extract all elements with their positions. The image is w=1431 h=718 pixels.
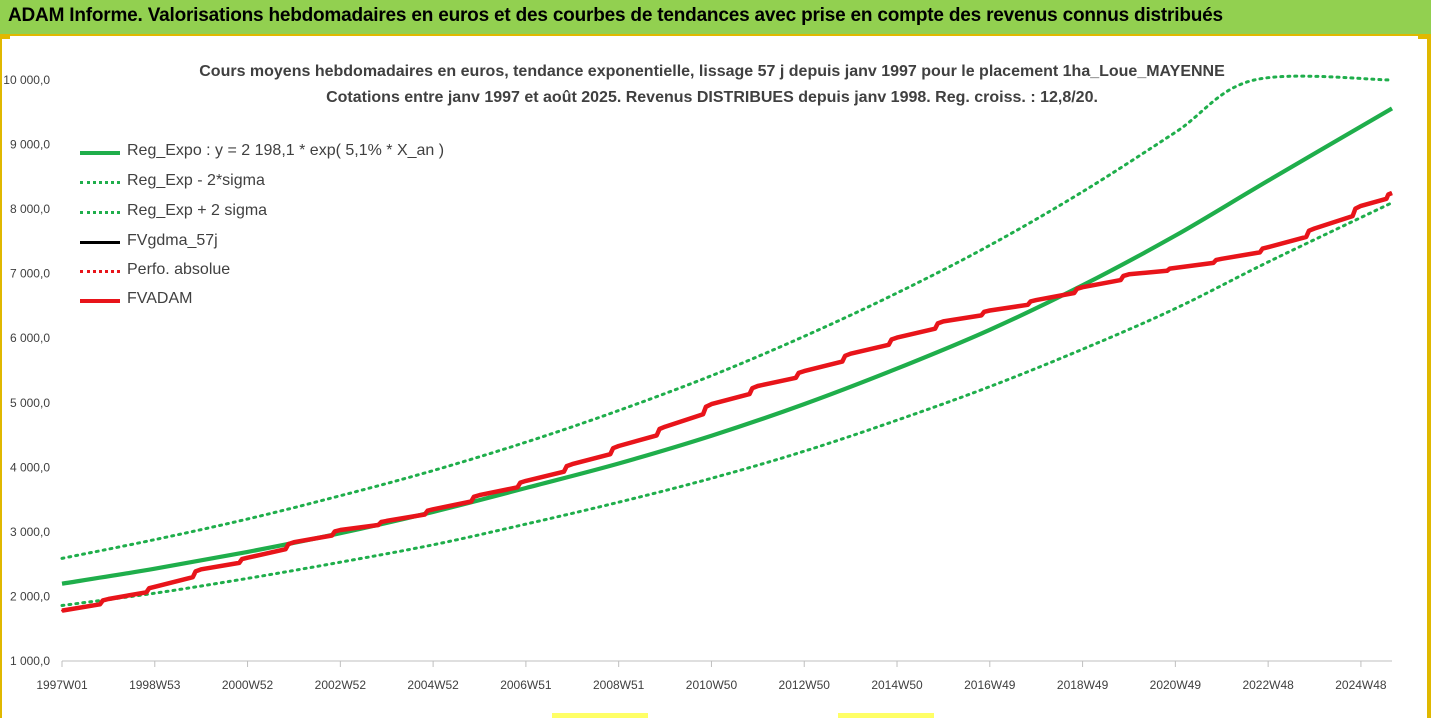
y-tick-label: 7 000,0 (10, 267, 50, 281)
x-tick-label: 2002W52 (315, 678, 367, 692)
legend-label: Reg_Exp + 2 sigma (127, 202, 268, 219)
legend-label: Perfo. absolue (127, 261, 231, 278)
legend-swatch-dotted-red (80, 270, 120, 273)
x-axis: 1997W01 1998W53 2000W52 2002W52 2004W52 2006W… (36, 660, 1392, 692)
legend-label: Reg_Exp - 2*sigma (127, 172, 265, 189)
y-tick-label: 2 000,0 (10, 589, 50, 603)
legend-label: FVADAM (127, 290, 193, 307)
series-reg-expo-line (61, 106, 1394, 586)
x-tick-label: 2014W50 (871, 678, 923, 692)
frame-corner-top-left (0, 36, 10, 39)
x-tick-label: 2024W48 (1335, 678, 1387, 692)
y-axis: 1 000,0 2 000,0 3 000,0 4 000,0 5 000,0 6 000… (3, 73, 50, 668)
legend-item-reg-expo: Reg_Expo : y = 2 198,1 * exp( 5,1% * X_a… (80, 140, 500, 164)
series-reg-exp-plus-line (60, 74, 1394, 560)
chart-title: Cours moyens hebdomadaires en euros, ten… (199, 63, 1225, 80)
legend-swatch-dotted-green (80, 181, 120, 184)
series-fvadam-line (61, 190, 1393, 613)
legend-label: FVgdma_57j (127, 232, 218, 249)
legend-item-fvadam: FVADAM (80, 288, 500, 312)
legend-item-perfo-absolue: Perfo. absolue (80, 259, 500, 283)
series-reg-exp-minus-line (60, 201, 1394, 607)
x-tick-label: 1997W01 (36, 678, 88, 692)
sheet-tab-marker-right (838, 713, 934, 718)
frame-right-border (1427, 36, 1431, 718)
x-tick-label: 2010W50 (686, 678, 738, 692)
x-tick-label: 2004W52 (407, 678, 459, 692)
frame-left-border (0, 36, 2, 718)
legend-swatch-solid-green (80, 151, 120, 155)
legend-swatch-solid-black (80, 241, 120, 244)
frame-corner-top-right (1418, 36, 1428, 39)
legend-item-reg-exp-minus: Reg_Exp - 2*sigma (80, 170, 500, 194)
legend-swatch-dotted-green (80, 211, 120, 214)
x-tick-label: 2006W51 (500, 678, 552, 692)
legend-item-reg-exp-plus: Reg_Exp + 2 sigma (80, 200, 500, 224)
x-tick-label: 2022W48 (1242, 678, 1294, 692)
line-chart: Cours moyens hebdomadaires en euros, ten… (3, 63, 1394, 692)
x-tick-label: 1998W53 (129, 678, 181, 692)
y-tick-label: 5 000,0 (10, 396, 50, 410)
legend-label: Reg_Expo : y = 2 198,1 * exp( 5,1% * X_a… (127, 142, 445, 159)
legend-swatch-solid-red (80, 299, 120, 303)
y-tick-label: 8 000,0 (10, 202, 50, 216)
header-bar: ADAM Informe. Valorisations hebdomadaire… (0, 0, 1431, 36)
x-tick-label: 2012W50 (779, 678, 831, 692)
chart-legend: Reg_Expo : y = 2 198,1 * exp( 5,1% * X_a… (80, 140, 500, 310)
legend-item-fvgdma: FVgdma_57j (80, 230, 500, 254)
x-tick-label: 2008W51 (593, 678, 645, 692)
x-tick-label: 2016W49 (964, 678, 1016, 692)
y-tick-label: 9 000,0 (10, 138, 50, 152)
chart-subtitle: Cotations entre janv 1997 et août 2025. … (326, 89, 1098, 106)
sheet-tab-marker-left (552, 713, 648, 718)
page-title: ADAM Informe. Valorisations hebdomadaire… (8, 5, 1223, 26)
x-tick-label: 2000W52 (222, 678, 274, 692)
y-tick-label: 10 000,0 (3, 73, 50, 87)
y-tick-label: 1 000,0 (10, 654, 50, 668)
x-tick-label: 2020W49 (1150, 678, 1202, 692)
y-tick-label: 4 000,0 (10, 460, 50, 474)
plot-area (60, 74, 1394, 613)
y-tick-label: 3 000,0 (10, 525, 50, 539)
y-tick-label: 6 000,0 (10, 331, 50, 345)
x-tick-label: 2018W49 (1057, 678, 1109, 692)
